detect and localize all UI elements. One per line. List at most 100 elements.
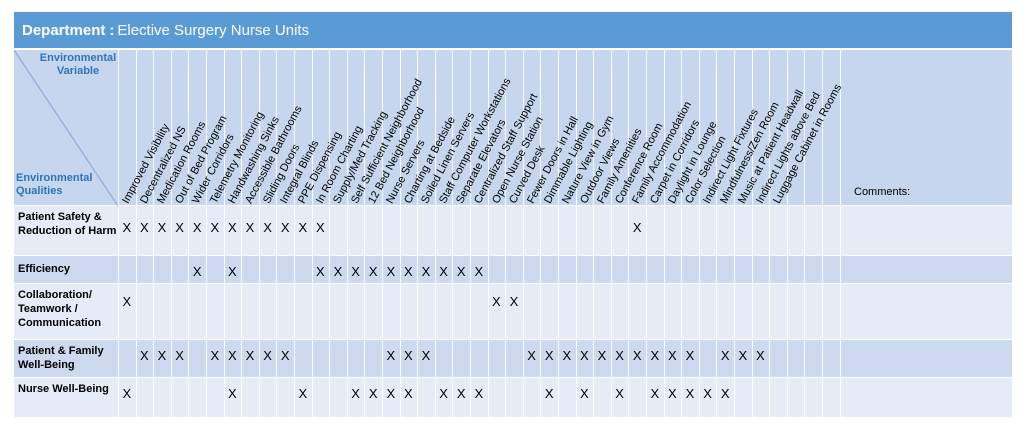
column-divider [223, 284, 225, 339]
column-divider [804, 50, 806, 205]
column-divider [558, 340, 559, 377]
x-mark: X [456, 386, 466, 401]
column-divider [558, 50, 559, 205]
x-mark: X [386, 386, 396, 401]
column-divider [223, 256, 225, 283]
column-divider [505, 50, 507, 205]
x-mark: X [685, 348, 695, 363]
column-divider [769, 206, 771, 255]
column-divider [681, 340, 683, 377]
column-divider [522, 206, 524, 255]
column-divider [258, 206, 260, 255]
column-divider [364, 284, 366, 339]
quality-row: Nurse Well-Being X X X X X X X X X X X X X X X X X X [14, 378, 1012, 418]
column-divider [135, 340, 137, 377]
column-divider [118, 378, 119, 417]
x-mark: X [720, 386, 730, 401]
column-divider [276, 284, 278, 339]
column-divider [769, 284, 771, 339]
x-mark: X [228, 264, 237, 279]
column-divider [734, 256, 735, 283]
column-divider [540, 378, 542, 417]
quality-label: Nurse Well-Being [18, 383, 109, 395]
column-divider [276, 340, 278, 377]
column-divider [434, 256, 436, 283]
title-bar: Department : Elective Surgery Nurse Unit… [14, 12, 1012, 48]
column-divider [575, 206, 577, 255]
column-divider [206, 378, 207, 417]
column-divider [646, 284, 647, 339]
column-divider [786, 284, 788, 339]
column-divider [734, 50, 735, 205]
column-divider [417, 206, 419, 255]
column-divider [610, 284, 612, 339]
x-mark: X [192, 220, 202, 235]
column-divider [153, 340, 155, 377]
column-divider [188, 378, 190, 417]
column-divider [276, 206, 278, 255]
column-divider [610, 50, 612, 205]
x-mark: X [368, 264, 378, 279]
column-divider [505, 206, 507, 255]
column-divider [575, 378, 577, 417]
column-divider [540, 340, 542, 377]
column-divider [434, 340, 436, 377]
column-divider [346, 50, 348, 205]
column-divider [258, 340, 260, 377]
title-value: Elective Surgery Nurse Units [117, 21, 310, 39]
x-mark: X [527, 348, 536, 363]
x-mark: X [756, 348, 765, 363]
column-divider [382, 378, 383, 417]
column-divider [505, 378, 507, 417]
column-divider [399, 340, 401, 377]
column-divider [769, 378, 771, 417]
column-divider [417, 284, 419, 339]
column-divider [329, 284, 331, 339]
x-mark: X [140, 348, 149, 363]
quality-label: Collaboration/ Teamwork / Communication [18, 289, 102, 329]
column-divider [628, 50, 630, 205]
column-divider [716, 50, 718, 205]
column-divider [505, 340, 507, 377]
column-divider [540, 284, 542, 339]
environmental-variable-heading: Environmental Variable [39, 52, 117, 77]
column-divider [135, 206, 137, 255]
column-divider [399, 50, 401, 205]
column-divider [399, 206, 401, 255]
column-divider [188, 206, 190, 255]
column-divider [593, 284, 595, 339]
column-divider [734, 340, 735, 377]
x-mark: X [245, 348, 255, 363]
x-mark: X [421, 264, 431, 279]
column-divider [206, 284, 207, 339]
x-mark: X [456, 264, 466, 279]
column-divider [294, 284, 295, 339]
column-divider [804, 340, 806, 377]
x-mark: X [650, 386, 660, 401]
column-divider [734, 206, 735, 255]
column-divider [681, 378, 683, 417]
column-divider [364, 256, 366, 283]
column-divider [399, 256, 401, 283]
column-divider [646, 340, 647, 377]
column-divider [575, 284, 577, 339]
x-mark: X [421, 348, 431, 363]
column-divider [663, 284, 665, 339]
column-divider [822, 50, 823, 205]
column-divider [839, 256, 841, 283]
column-divider [593, 340, 595, 377]
x-mark: X [245, 220, 255, 235]
column-divider [294, 206, 295, 255]
column-divider [346, 378, 348, 417]
column-divider [593, 50, 595, 205]
x-mark: X [210, 348, 220, 363]
x-mark: X [122, 386, 132, 401]
x-mark: X [439, 264, 448, 279]
title-label: Department [22, 21, 106, 39]
column-divider [522, 378, 524, 417]
column-divider [610, 256, 612, 283]
column-divider [153, 50, 155, 205]
column-divider [628, 206, 630, 255]
x-mark: X [351, 264, 360, 279]
x-mark: X [175, 348, 184, 363]
